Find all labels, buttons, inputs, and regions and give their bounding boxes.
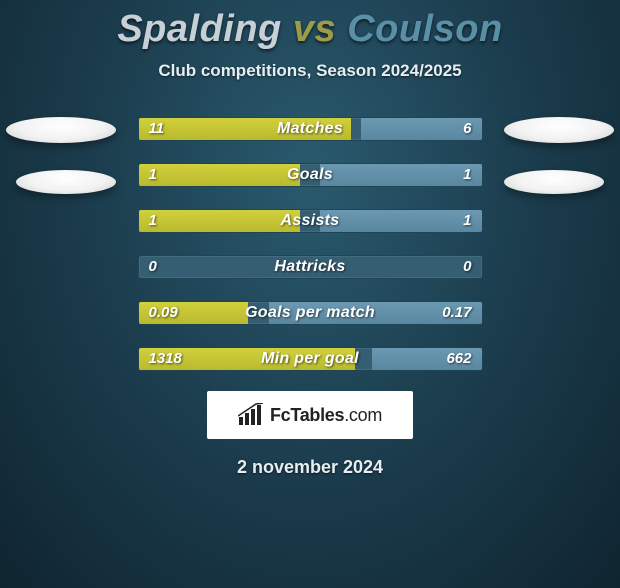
bar-label: Matches [139,118,482,140]
bar-row: 11Goals [138,163,483,187]
page-title: Spalding vs Coulson [0,8,620,51]
brand-badge: FcTables.com [207,391,413,439]
player1-badge-shadow-icon [16,170,116,194]
bar-label: Assists [139,210,482,232]
player2-badge-shadow-icon [504,170,604,194]
brand-chart-icon [238,403,264,427]
bar-row: 00Hattricks [138,255,483,279]
bar-rows-container: 116Matches 11Goals 11Assists 00Hattricks 0.0… [138,117,483,371]
date-label: 2 november 2024 [0,457,620,478]
bar-label: Hattricks [139,256,482,278]
title-player2: Coulson [347,8,502,50]
bar-label: Goals per match [139,302,482,324]
bar-row: 11Assists [138,209,483,233]
brand-main: FcTables [270,405,344,425]
bar-row: 0.090.17Goals per match [138,301,483,325]
brand-suffix: .com [344,405,382,425]
bar-label: Min per goal [139,348,482,370]
comparison-chart: 116Matches 11Goals 11Assists 00Hattricks 0.0… [0,117,620,371]
bar-label: Goals [139,164,482,186]
player1-badge-icon [6,117,116,143]
title-player1: Spalding [117,8,281,50]
title-vs: vs [293,8,336,50]
bar-row: 1318662Min per goal [138,347,483,371]
bar-row: 116Matches [138,117,483,141]
brand-text: FcTables.com [270,405,382,426]
subtitle: Club competitions, Season 2024/2025 [0,61,620,81]
player2-badge-icon [504,117,614,143]
